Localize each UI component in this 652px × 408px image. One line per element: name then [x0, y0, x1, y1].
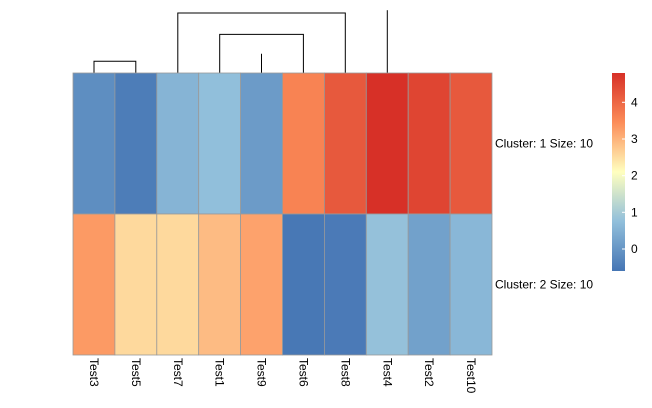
- legend-tick-label: 2: [631, 169, 638, 183]
- heatmap-cell: [449, 72, 493, 215]
- color-legend: 0 1 2 3 4: [612, 73, 638, 271]
- heatmap-cell: [240, 213, 283, 356]
- heatmap-cell: [365, 72, 409, 215]
- column-dendrogram: [93, 10, 388, 73]
- column-dendrogram-branch: [219, 33, 304, 73]
- heatmap-cell: [198, 72, 241, 215]
- heatmap-cell: [323, 72, 367, 215]
- heatmap-cell: [240, 72, 283, 215]
- column-label: Test1: [213, 358, 227, 387]
- heatmap-cell: [365, 213, 409, 356]
- row-labels: Cluster: 1 Size: 10 Cluster: 2 Size: 10: [495, 137, 593, 292]
- heatmap-cell: [114, 72, 158, 215]
- column-dendrogram-branch: [93, 60, 137, 73]
- heatmap-cell: [156, 72, 200, 215]
- column-label: Test9: [255, 358, 269, 387]
- row-label: Cluster: 1 Size: 10: [495, 137, 593, 151]
- heatmap-cell: [407, 72, 451, 215]
- heatmap-cell: [72, 72, 116, 215]
- column-label: Test8: [338, 358, 352, 387]
- heatmap-cells: [72, 72, 493, 356]
- row-label: Cluster: 2 Size: 10: [495, 278, 593, 292]
- heatmap-cell: [114, 213, 158, 356]
- heatmap-cell: [407, 213, 451, 356]
- column-label: Test4: [380, 358, 394, 387]
- heatmap-cell: [282, 213, 325, 356]
- legend-tick-label: 3: [631, 132, 638, 146]
- legend-color-bar: [612, 73, 625, 271]
- column-label: Test2: [422, 358, 436, 387]
- legend-tick-label: 1: [631, 205, 638, 219]
- column-dendrogram-branch: [177, 12, 346, 73]
- column-label: Test10: [464, 358, 478, 394]
- heatmap-cell: [156, 213, 200, 356]
- heatmap-cell: [282, 72, 325, 215]
- column-label: Test6: [296, 358, 310, 387]
- heatmap-cell: [449, 213, 493, 356]
- heatmap-cell: [72, 213, 116, 356]
- column-labels: Test3 Test5 Test7 Test1 Test9 Test6 Test8 Test4…: [87, 358, 478, 394]
- legend-tick-label: 0: [631, 242, 638, 256]
- heatmap-cell: [198, 213, 241, 356]
- column-label: Test5: [129, 358, 143, 387]
- column-label: Test7: [171, 358, 185, 387]
- heatmap-cell: [323, 213, 367, 356]
- column-label: Test3: [87, 358, 101, 387]
- legend-tick-label: 4: [631, 95, 638, 109]
